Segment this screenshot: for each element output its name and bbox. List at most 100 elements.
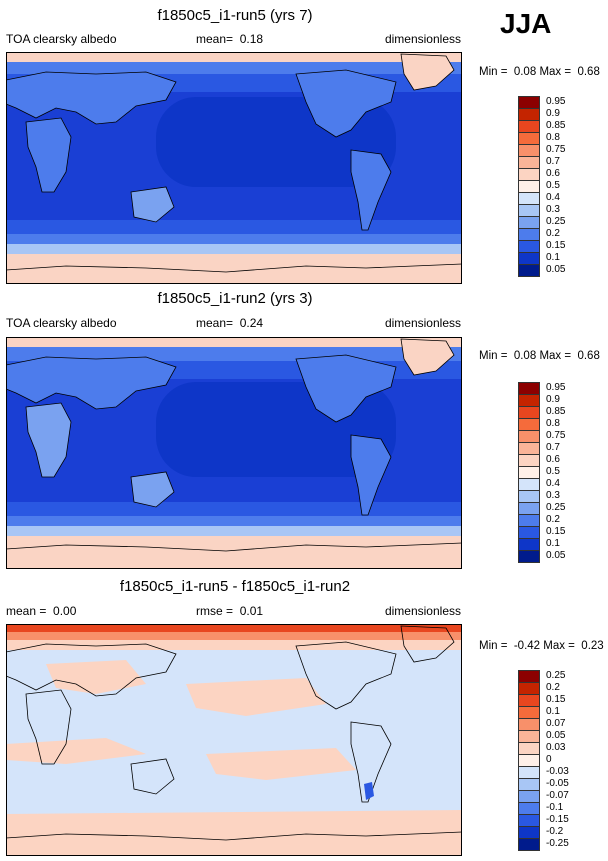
colorbar-level-label: 0.07 (546, 718, 566, 729)
colorbar-level-label: 0.1 (546, 706, 560, 717)
colorbar-swatch (518, 778, 540, 791)
colorbar-level-label: 0.1 (546, 252, 560, 263)
mean-label: mean= 0.24 (196, 316, 264, 330)
colorbar-swatch (518, 228, 540, 241)
units-label: dimensionless (384, 32, 461, 46)
colorbar-swatch (518, 826, 540, 839)
colorbar-swatch (518, 526, 540, 539)
colorbar-level-label: 0.03 (546, 742, 566, 753)
colorbar-swatch (518, 454, 540, 467)
colorbar-swatch (518, 144, 540, 157)
colorbar-level-label: 0.05 (546, 550, 566, 561)
colorbar-swatch (518, 790, 540, 803)
colorbar-swatch (518, 754, 540, 767)
colorbar-level-label: 0.05 (546, 264, 566, 275)
colorbar-swatch (518, 192, 540, 205)
panel-title: f1850c5_i1-run2 (yrs 3) (157, 290, 313, 307)
units-label: dimensionless (384, 316, 461, 330)
colorbar-level-label: 0.25 (546, 670, 566, 681)
units-label: dimensionless (384, 604, 461, 618)
colorbar-swatch (518, 550, 540, 563)
colorbar-level-label: 0.2 (546, 514, 560, 525)
colorbar-level-label: -0.25 (546, 838, 569, 849)
colorbar-swatch (518, 180, 540, 193)
colorbar-swatch (518, 96, 540, 109)
colorbar-level-label: 0.05 (546, 730, 566, 741)
colorbar-level-label: 0.75 (546, 144, 566, 155)
mean-label: mean = 0.00 (6, 604, 77, 618)
colorbar-swatch (518, 838, 540, 851)
colorbar-swatch (518, 418, 540, 431)
colorbar-swatch (518, 442, 540, 455)
colorbar-level-label: 0.4 (546, 478, 560, 489)
colorbar-swatch (518, 502, 540, 515)
season-label: JJA (500, 8, 552, 39)
colorbar-level-label: 0.95 (546, 382, 566, 393)
albedo-difference-map (6, 624, 462, 856)
colorbar-swatch (518, 466, 540, 479)
colorbar-swatch (518, 204, 540, 217)
colorbar-level-label: 0.7 (546, 156, 560, 167)
mean-label: mean= 0.18 (196, 32, 264, 46)
colorbar-swatch (518, 538, 540, 551)
colorbar-swatch (518, 406, 540, 419)
colorbar-swatch (518, 216, 540, 229)
colorbar-level-label: 0.75 (546, 430, 566, 441)
colorbar-level-label: 0.6 (546, 454, 560, 465)
colorbar-swatch (518, 742, 540, 755)
colorbar-swatch (518, 108, 540, 121)
colorbar-swatch (518, 718, 540, 731)
colorbar-level-label: -0.15 (546, 814, 569, 825)
colorbar-swatch (518, 240, 540, 253)
colorbar-level-label: -0.05 (546, 778, 569, 789)
colorbar-level-label: 0.3 (546, 204, 560, 215)
colorbar-run5: 0.95 0.9 0.85 0.8 0.75 0.7 0.6 0.5 0.4 0.3 0.25 0.2… (518, 96, 565, 277)
colorbar-level-label: 0.6 (546, 168, 560, 179)
colorbar-swatch (518, 156, 540, 169)
colorbar-level-label: -0.03 (546, 766, 569, 777)
colorbar-level-label: -0.1 (546, 802, 564, 813)
colorbar-swatch (518, 120, 540, 133)
colorbar-level-label: 0.1 (546, 538, 560, 549)
colorbar-swatch (518, 814, 540, 827)
albedo-map-run5 (6, 52, 462, 284)
colorbar-swatch (518, 706, 540, 719)
colorbar-swatch (518, 252, 540, 265)
rmse-label: rmse = 0.01 (196, 604, 264, 618)
colorbar-swatch (518, 802, 540, 815)
colorbar-level-label: 0.3 (546, 490, 560, 501)
min-max-readout: Min = 0.08 Max = 0.68 (479, 350, 600, 362)
colorbar-swatch (518, 478, 540, 491)
colorbar-swatch (518, 682, 540, 695)
panel-title: f1850c5_i1-run5 - f1850c5_i1-run2 (119, 578, 351, 595)
colorbar-level-label: 0.8 (546, 418, 560, 429)
colorbar-level-label: 0.85 (546, 406, 566, 417)
colorbar-level-label: 0.7 (546, 442, 560, 453)
colorbar-level-label: 0.9 (546, 394, 560, 405)
colorbar-swatch (518, 670, 540, 683)
colorbar-difference: 0.25 0.2 0.15 0.1 0.07 0.05 0.03 0 -0.03 -0.05 -0.… (518, 670, 569, 851)
colorbar-level-label: 0.8 (546, 132, 560, 143)
colorbar-swatch (518, 394, 540, 407)
colorbar-swatch (518, 382, 540, 395)
field-label: TOA clearsky albedo (6, 316, 117, 330)
colorbar-swatch (518, 694, 540, 707)
colorbar-swatch (518, 132, 540, 145)
colorbar-swatch (518, 168, 540, 181)
colorbar-level-label: 0.15 (546, 240, 566, 251)
colorbar-level-label: 0.15 (546, 526, 566, 537)
colorbar-swatch (518, 430, 540, 443)
colorbar-level-label: 0.4 (546, 192, 560, 203)
colorbar-run2: 0.95 0.9 0.85 0.8 0.75 0.7 0.6 0.5 0.4 0.3 0.25 0.2… (518, 382, 565, 563)
colorbar-swatch (518, 766, 540, 779)
colorbar-level-label: 0.2 (546, 682, 560, 693)
field-label: TOA clearsky albedo (6, 32, 117, 46)
colorbar-level-label: 0.15 (546, 694, 566, 705)
colorbar-level-label: 0.25 (546, 502, 566, 513)
min-max-readout: Min = -0.42 Max = 0.23 (479, 640, 604, 652)
colorbar-level-label: 0.5 (546, 180, 560, 191)
albedo-map-run2 (6, 337, 462, 569)
colorbar-level-label: -0.2 (546, 826, 564, 837)
colorbar-level-label: 0.25 (546, 216, 566, 227)
colorbar-swatch (518, 514, 540, 527)
